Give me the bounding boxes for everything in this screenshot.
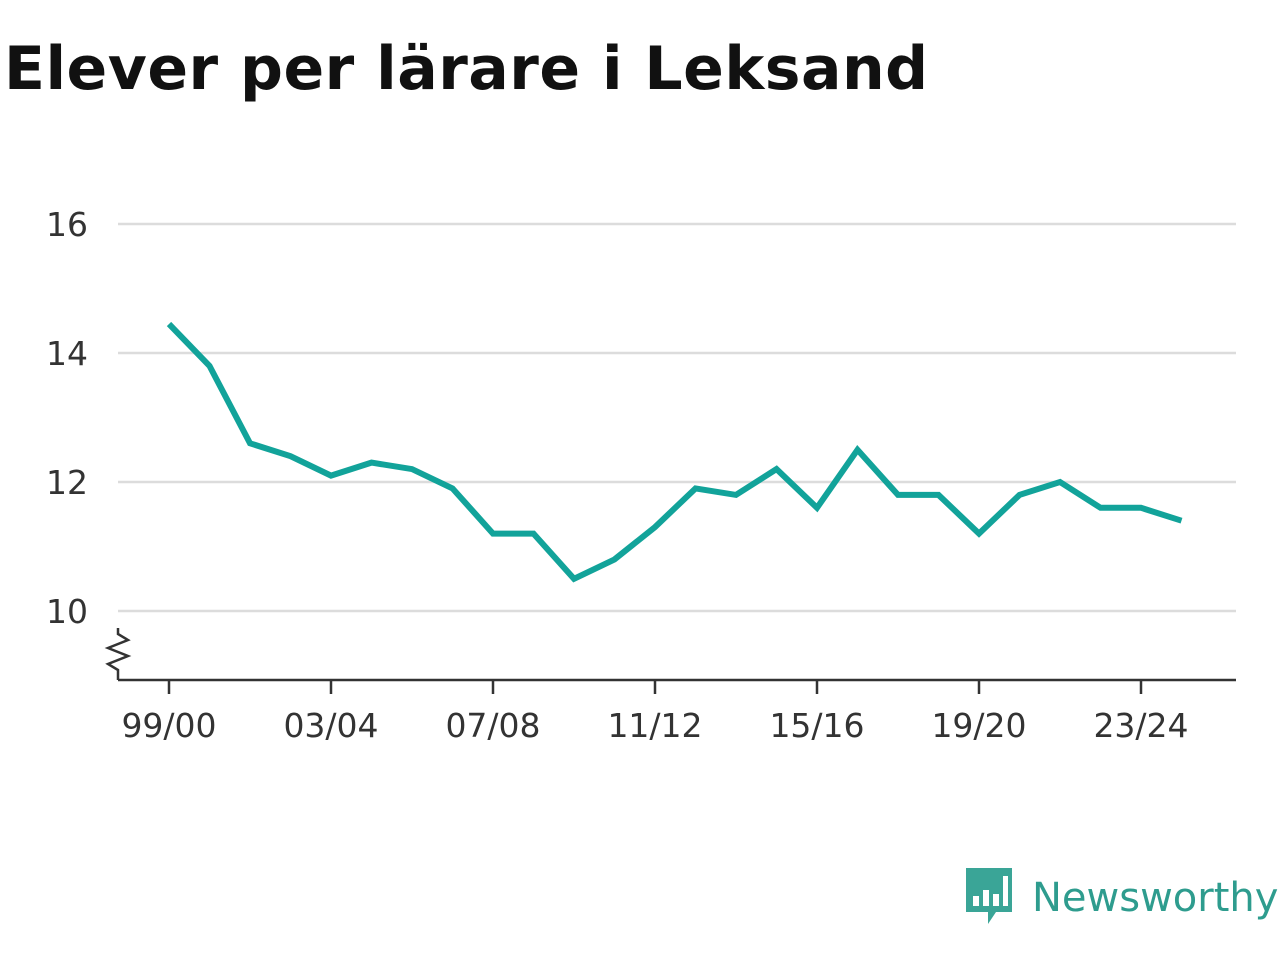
x-tick-label: 03/04 (283, 706, 378, 745)
y-tick-label: 14 (46, 334, 88, 373)
y-tick-label: 16 (46, 205, 88, 244)
series (166, 321, 1183, 583)
x-tick-label: 99/00 (121, 706, 216, 745)
gridlines (118, 222, 1236, 613)
y-tick-label: 12 (46, 463, 88, 502)
x-tick-label: 23/24 (1093, 706, 1188, 745)
brand-name: Newsworthy (1032, 875, 1279, 921)
bar-chart-speech-bubble-icon (964, 866, 1014, 930)
chart-title: Elever per lärare i Leksand (4, 34, 929, 104)
series-line (166, 321, 1183, 583)
x-tick-label: 11/12 (607, 706, 702, 745)
x-tick-label: 07/08 (445, 706, 540, 745)
axes (104, 628, 1236, 694)
y-tick-label: 10 (46, 592, 88, 631)
y-axis-break (104, 628, 132, 680)
tick-labels: 10 12 14 16 99/00 03/04 07/08 11/12 15/16 19/20 23… (46, 205, 1189, 745)
x-tick-label: 19/20 (931, 706, 1026, 745)
newsworthy-logo: Newsworthy (964, 866, 1278, 930)
x-tick-label: 15/16 (769, 706, 864, 745)
